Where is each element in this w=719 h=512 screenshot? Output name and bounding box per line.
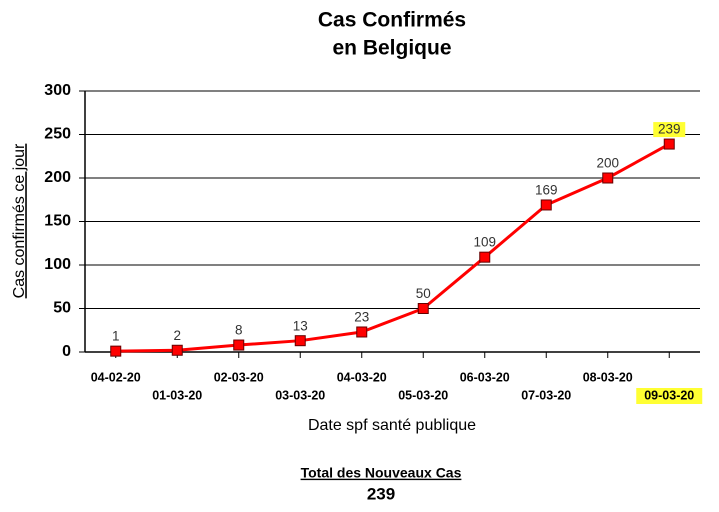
- value-label: 1: [112, 329, 120, 344]
- value-label: 2: [173, 328, 181, 343]
- marker: [663, 138, 675, 150]
- y-axis-label: Cas confirmés ce jour: [11, 143, 28, 298]
- chart-title: en Belgique: [332, 37, 451, 60]
- x-tick-label: 01-03-20: [152, 388, 202, 402]
- x-tick-label: 05-03-20: [398, 388, 448, 402]
- value-label: 109: [473, 235, 496, 250]
- value-label: 50: [416, 286, 431, 301]
- highlight: [653, 122, 686, 138]
- value-label: 8: [235, 323, 243, 338]
- x-tick-label: 04-03-20: [337, 370, 387, 384]
- value-label: 169: [535, 183, 558, 198]
- series-line: [115, 142, 670, 353]
- value-label: 239: [658, 122, 681, 137]
- footer-label: Total des Nouveaux Cas: [301, 465, 462, 481]
- marker: [233, 339, 245, 351]
- marker: [356, 326, 368, 338]
- marker: [294, 335, 306, 347]
- y-tick-label: 250: [44, 126, 71, 143]
- marker: [110, 345, 122, 357]
- marker: [417, 303, 429, 314]
- x-tick-label: 09-03-20: [644, 388, 694, 402]
- y-tick-label: 0: [62, 343, 71, 360]
- value-label: 200: [596, 156, 619, 171]
- chart-title: Cas Confirmés: [318, 9, 466, 32]
- y-tick-label: 100: [44, 256, 71, 273]
- marker: [479, 251, 491, 263]
- value-label: 13: [293, 318, 308, 333]
- y-tick-label: 300: [44, 82, 71, 99]
- x-tick-label: 04-02-20: [91, 370, 141, 384]
- y-tick-label: 200: [44, 169, 71, 186]
- value-label: 23: [354, 310, 369, 325]
- x-tick-label: 06-03-20: [460, 370, 510, 384]
- x-tick-label: 08-03-20: [583, 370, 633, 384]
- x-tick-label: 02-03-20: [214, 370, 264, 384]
- x-tick-label: 03-03-20: [275, 388, 325, 402]
- y-tick-label: 50: [53, 300, 71, 317]
- marker: [171, 344, 183, 356]
- x-axis-label: Date spf santé publique: [308, 417, 476, 434]
- marker: [540, 199, 552, 211]
- marker: [602, 172, 614, 184]
- highlight: [636, 388, 703, 404]
- y-tick-label: 150: [44, 213, 71, 230]
- footer-value: 239: [367, 484, 395, 503]
- x-tick-label: 07-03-20: [521, 388, 571, 402]
